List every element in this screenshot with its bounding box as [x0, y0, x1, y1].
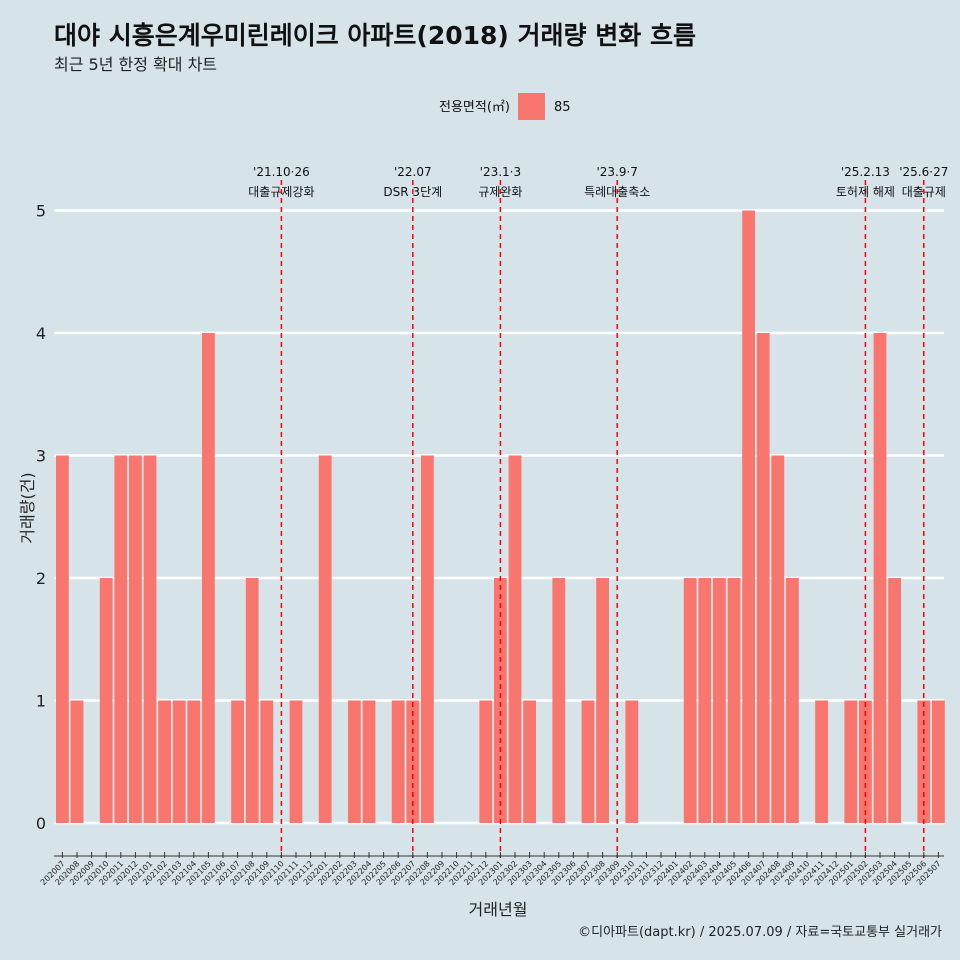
- bar: [362, 700, 376, 823]
- y-tick-label: 4: [36, 324, 46, 343]
- bar: [56, 455, 69, 823]
- bar: [260, 700, 274, 823]
- chart-title: 대야 시흥은계우미린레이크 아파트(2018) 거래량 변화 흐름: [54, 21, 696, 50]
- bar: [187, 700, 201, 823]
- bar: [245, 578, 259, 823]
- bar: [421, 455, 434, 823]
- bar: [625, 700, 639, 823]
- bar: [129, 455, 142, 823]
- bar: [231, 700, 244, 823]
- bar: [756, 333, 770, 823]
- legend: 전용면적(㎡) 85: [439, 93, 571, 120]
- bar: [552, 578, 566, 823]
- bar: [844, 700, 858, 823]
- event-label: 대출규제: [902, 185, 946, 199]
- bar: [114, 455, 128, 823]
- event-label: 대출규제강화: [248, 185, 314, 199]
- caption: ©디아파트(dapt.kr) / 2025.07.09 / 자료=국토교통부 실…: [578, 925, 942, 940]
- event-label: 규제완화: [478, 185, 522, 199]
- y-tick-label: 2: [36, 569, 46, 588]
- bar: [932, 700, 945, 823]
- x-axis-title: 거래년월: [469, 900, 528, 919]
- event-markers: '21.10·26 대출규제강화 '22.07 DSR 3단계 '23.1·3 규제완화 '…: [248, 165, 948, 858]
- bar: [596, 578, 609, 823]
- bar: [873, 333, 887, 823]
- bar: [99, 578, 113, 823]
- event-date-label: '25.6·27: [899, 165, 948, 179]
- bar: [888, 578, 901, 823]
- bar: [786, 578, 799, 823]
- bar: [771, 455, 785, 823]
- bar: [494, 578, 507, 823]
- bar: [289, 700, 303, 823]
- y-axis-title: 거래량(건): [18, 472, 37, 543]
- event-label: 토허제 해제: [836, 185, 895, 199]
- bars: [56, 210, 945, 823]
- bar: [143, 455, 157, 823]
- y-tick-label: 5: [36, 202, 46, 221]
- y-tick-label: 0: [36, 814, 46, 833]
- legend-swatch: [518, 93, 545, 120]
- bar: [815, 700, 828, 823]
- event-date-label: '23.1·3: [480, 165, 521, 179]
- event-date-label: '25.2.13: [841, 165, 890, 179]
- event-date-label: '22.07: [394, 165, 432, 179]
- legend-title: 전용면적(㎡): [439, 100, 510, 115]
- y-tick-label: 1: [36, 692, 46, 711]
- bar: [406, 700, 420, 823]
- event-label: DSR 3단계: [383, 185, 442, 199]
- event-date-label: '23.9·7: [596, 165, 637, 179]
- bar: [479, 700, 493, 823]
- bar: [727, 578, 741, 823]
- bar: [158, 700, 171, 823]
- axes: 2020072020082020092020102020112020122021…: [39, 852, 944, 887]
- bar: [859, 700, 872, 823]
- bar: [742, 210, 755, 823]
- bar: [70, 700, 84, 823]
- event-label: 특례대출축소: [584, 185, 650, 199]
- bar: [523, 700, 536, 823]
- bar: [581, 700, 595, 823]
- y-tick-label: 3: [36, 447, 46, 466]
- bar: [917, 700, 931, 823]
- bar: [318, 455, 332, 823]
- bar: [391, 700, 405, 823]
- event-date-label: '21.10·26: [253, 165, 310, 179]
- bar: [508, 455, 522, 823]
- chart-subtitle: 최근 5년 한정 확대 차트: [54, 55, 217, 74]
- bar: [172, 700, 186, 823]
- bar: [348, 700, 361, 823]
- bar: [713, 578, 726, 823]
- bar: [698, 578, 712, 823]
- bar: [202, 333, 215, 823]
- bar: [683, 578, 697, 823]
- legend-label: 85: [554, 100, 571, 115]
